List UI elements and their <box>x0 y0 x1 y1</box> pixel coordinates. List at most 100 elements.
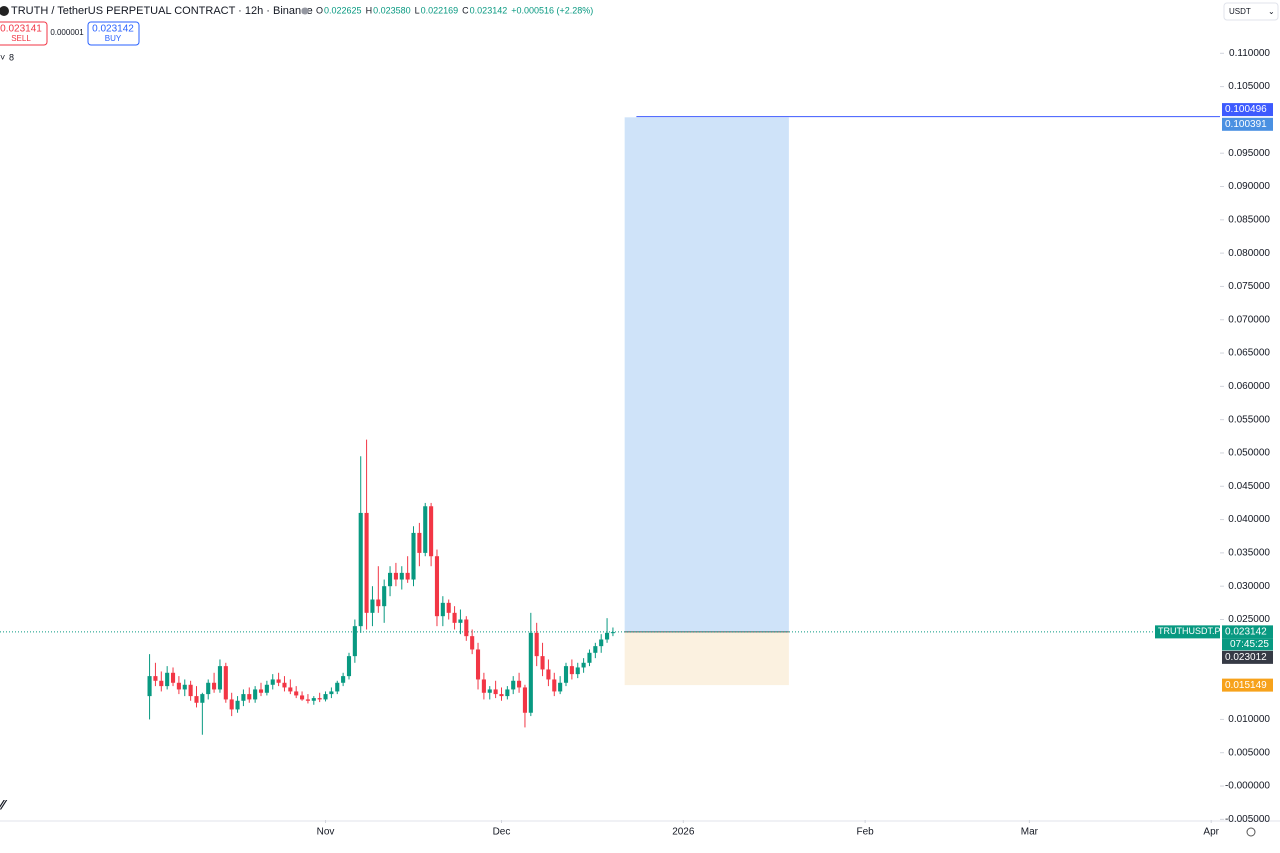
ohlc-key: H <box>366 5 373 15</box>
currency[interactable]: USDT <box>1229 7 1251 16</box>
candle-body <box>540 656 545 670</box>
candle-body <box>387 572 393 587</box>
x-tick-label: 2026 <box>672 827 695 838</box>
candle-body <box>229 699 234 710</box>
y-tick-label: 0.065000 <box>1228 348 1270 359</box>
candle-body <box>528 632 533 713</box>
y-tick-label: 0.075000 <box>1228 281 1270 292</box>
buy-button[interactable]: 0.023142 BUY <box>87 21 140 46</box>
stop-price-label: 0.015149 <box>1225 680 1267 691</box>
candle-body <box>370 599 375 613</box>
candle-body <box>458 619 463 623</box>
collapse-arrow[interactable]: ˅ <box>0 52 5 62</box>
currency-dropdown[interactable]: USDT ⌄ <box>1223 2 1279 21</box>
candle-body <box>288 687 293 692</box>
symbol-icon <box>0 6 9 16</box>
indicator-count[interactable]: 8 <box>9 52 14 62</box>
buy-price[interactable]: 0.023142 <box>92 24 134 35</box>
candle-body <box>294 691 299 696</box>
y-tick-label: 0.080000 <box>1228 248 1270 259</box>
tv-logo: ⁄⁄ <box>0 797 7 813</box>
ohlc-key: C <box>462 5 469 15</box>
countdown-bg <box>1222 638 1273 651</box>
y-tick-label: 0.010000 <box>1228 714 1270 725</box>
candle-body <box>329 691 334 695</box>
candle-body <box>170 672 176 683</box>
ohlc-value: 0.022169 <box>421 5 459 15</box>
target-price-label-bg <box>1222 117 1273 131</box>
y-tick-label: 0.085000 <box>1228 214 1270 225</box>
stop-zone <box>624 631 789 686</box>
ohlc-value: 0.023580 <box>373 5 411 15</box>
dropdown-arrow[interactable]: ⌄ <box>1268 7 1275 16</box>
y-tick-label: 0.045000 <box>1228 481 1270 492</box>
candle-body <box>206 682 211 695</box>
settings-button[interactable] <box>1246 827 1256 837</box>
legend-header: TRUTH / TetherUS PERPETUAL CONTRACT · 12… <box>0 5 313 17</box>
candle-body <box>493 689 498 695</box>
y-tick-label: 0.005000 <box>1228 747 1270 758</box>
y-tick-label: 0.050000 <box>1228 448 1270 459</box>
y-tick-label: -0.005000 <box>1225 814 1270 825</box>
line-price-label-bg <box>1222 103 1273 117</box>
sell-price[interactable]: 0.023141 <box>0 24 42 35</box>
candle-body <box>575 667 580 675</box>
candle-body <box>311 698 316 701</box>
y-tick-label: 0.030000 <box>1228 581 1270 592</box>
candle-body <box>452 612 457 623</box>
y-tick-label: 0.105000 <box>1228 81 1270 92</box>
candle-body <box>499 694 504 697</box>
y-tick-label: 0.070000 <box>1228 314 1270 325</box>
candle-body <box>247 694 252 700</box>
candle-body <box>429 506 434 557</box>
candle-body <box>165 672 170 687</box>
target-price-label: 0.100391 <box>1225 119 1267 130</box>
candle-body <box>569 666 574 675</box>
candle-body <box>341 676 346 683</box>
stop-price-label-bg <box>1222 678 1273 692</box>
candle-body <box>581 662 586 668</box>
candle-body <box>364 512 369 613</box>
symbol-tag-bg <box>1155 625 1220 639</box>
candle-body <box>317 698 322 700</box>
last-price-label-bg <box>1222 625 1273 639</box>
candle-body <box>270 679 275 685</box>
candle-body <box>505 689 510 697</box>
candle-body <box>147 676 152 697</box>
y-tick-label: 0.095000 <box>1228 148 1270 159</box>
candle-body <box>440 602 445 617</box>
candle-body <box>605 632 610 640</box>
candle-body <box>335 682 340 692</box>
buy-label[interactable]: BUY <box>105 34 122 43</box>
ohlc-value: 0.022625 <box>324 5 362 15</box>
bid-price-bg <box>1222 650 1273 664</box>
candle-body <box>305 699 310 701</box>
candle-body <box>264 684 269 693</box>
status-dot <box>301 7 309 15</box>
candle-body <box>276 679 281 683</box>
candle-body <box>159 680 164 687</box>
candle-body <box>282 682 287 688</box>
y-tick-label: 0.025000 <box>1228 614 1270 625</box>
candle-body <box>511 680 516 690</box>
candle-body <box>352 626 357 657</box>
change: +0.000516 (+2.28%) <box>511 5 593 15</box>
candle-body <box>593 646 598 653</box>
sell-button[interactable]: 0.023141 SELL <box>0 21 48 46</box>
candle-body <box>188 684 193 697</box>
y-tick-label: 0.090000 <box>1228 181 1270 192</box>
y-tick-label: 0.040000 <box>1228 514 1270 525</box>
candle-body <box>411 532 416 580</box>
candle-body <box>399 572 404 580</box>
candle-body <box>558 682 563 692</box>
candle-body <box>182 684 187 690</box>
sell-label[interactable]: SELL <box>11 34 31 43</box>
y-tick-label: 0.055000 <box>1228 414 1270 425</box>
y-tick-label: 0.110000 <box>1229 48 1270 59</box>
candle-body <box>546 669 551 680</box>
candle-body <box>417 532 422 553</box>
candle-body <box>358 512 363 627</box>
candle-body <box>481 679 486 693</box>
bid-price-label: 0.023012 <box>1225 652 1267 663</box>
